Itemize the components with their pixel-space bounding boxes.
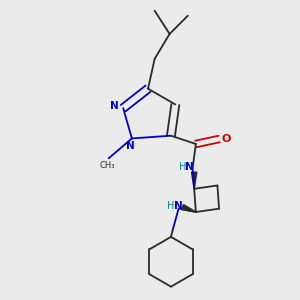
Text: N: N [185, 162, 194, 172]
Text: H: H [167, 201, 175, 212]
Text: N: N [126, 141, 135, 151]
Text: H: H [179, 162, 186, 172]
Text: N: N [174, 201, 183, 212]
Text: CH₃: CH₃ [99, 161, 115, 170]
Polygon shape [191, 172, 197, 189]
Text: O: O [222, 134, 231, 144]
Polygon shape [182, 205, 196, 212]
Text: N: N [110, 101, 118, 111]
